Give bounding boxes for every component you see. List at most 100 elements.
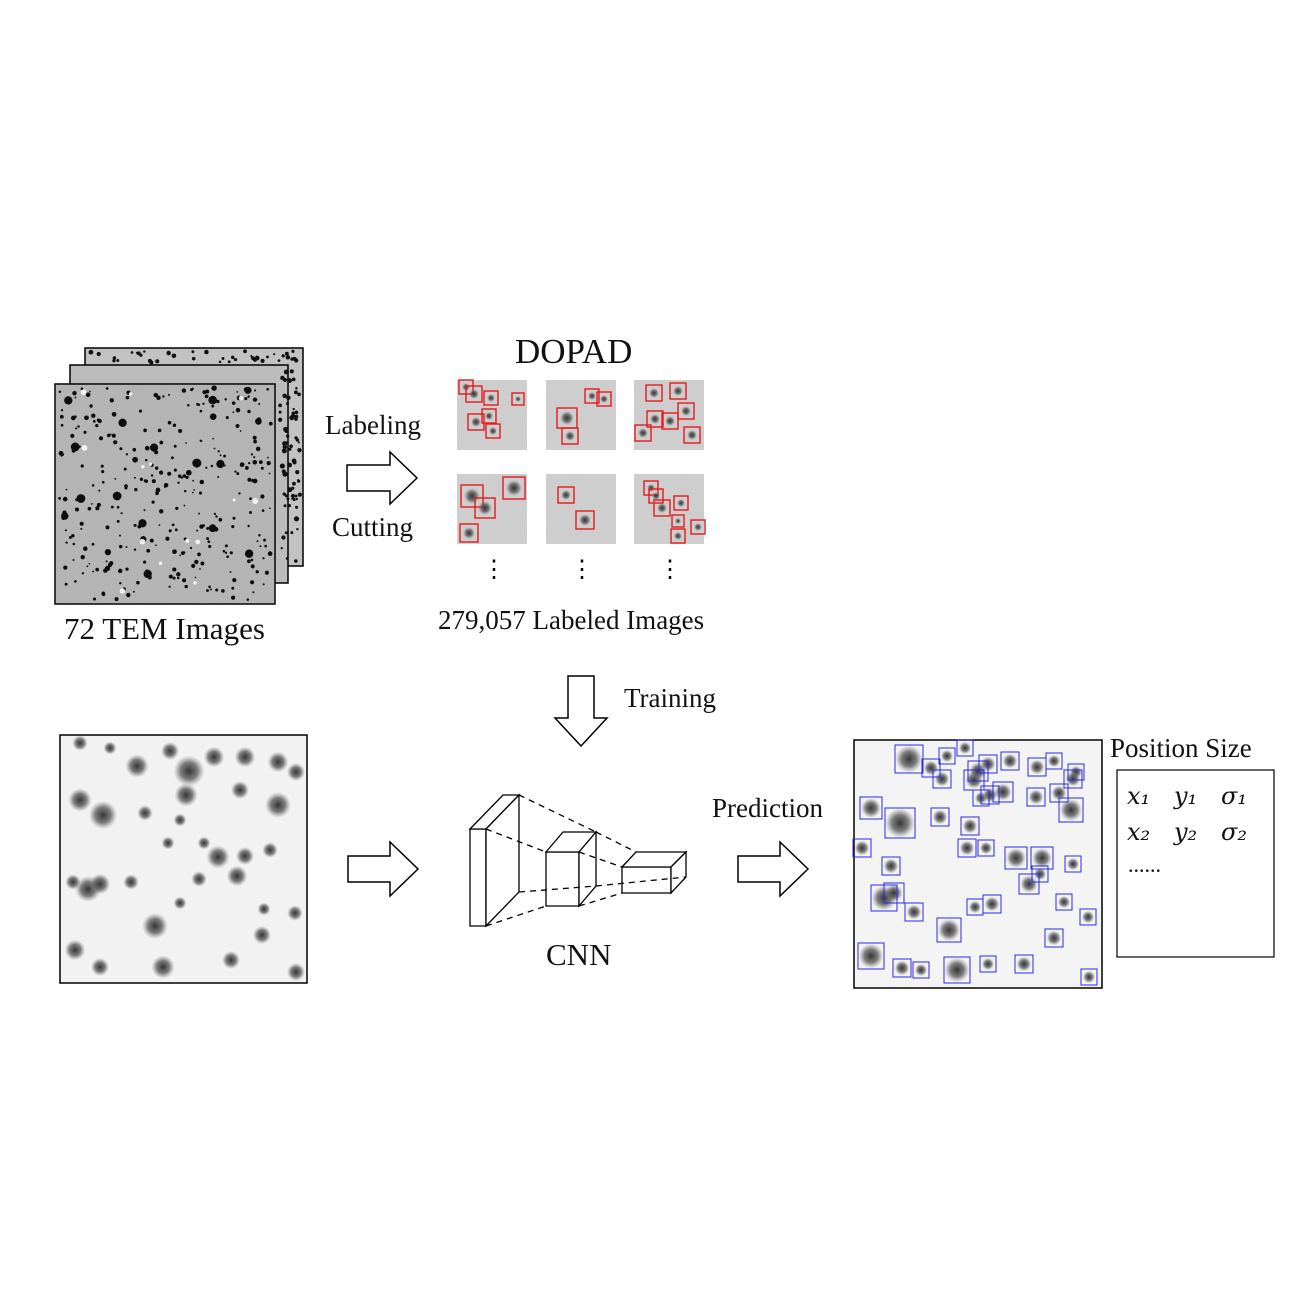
tem-particle bbox=[143, 509, 146, 512]
tem-particle bbox=[101, 470, 105, 474]
tem-particle bbox=[235, 424, 240, 428]
tem-particle bbox=[209, 413, 217, 420]
prediction-box bbox=[982, 894, 1002, 914]
tem-particle bbox=[95, 506, 100, 511]
tem-particle bbox=[264, 544, 268, 548]
tem-particle bbox=[151, 479, 156, 484]
tem-particle bbox=[231, 595, 236, 600]
tem-particle bbox=[252, 397, 258, 402]
tem-particle bbox=[194, 576, 197, 579]
tem-particle bbox=[189, 546, 193, 550]
tem-particle bbox=[217, 450, 220, 453]
label-box bbox=[671, 514, 685, 528]
input-particle bbox=[230, 780, 250, 800]
tem-particle bbox=[292, 407, 295, 411]
tem-particle bbox=[283, 369, 289, 375]
tem-particle bbox=[295, 497, 299, 501]
tem-particle bbox=[118, 418, 127, 427]
tem-particle bbox=[159, 440, 164, 445]
prediction-box bbox=[957, 838, 977, 858]
crop-particle bbox=[588, 392, 596, 400]
tem-particle bbox=[98, 436, 104, 441]
tem-particle bbox=[278, 410, 282, 414]
predicted-particle bbox=[962, 818, 978, 834]
tem-particle bbox=[294, 410, 299, 415]
tem-particle bbox=[285, 402, 290, 406]
tem-particle bbox=[208, 585, 211, 589]
tem-particle bbox=[284, 429, 289, 433]
ellipsis-col-3: ⋮ bbox=[658, 555, 682, 583]
output-row-2-sigma: σ₂ bbox=[1221, 818, 1248, 846]
tem-particle bbox=[296, 479, 301, 483]
tem-particle bbox=[243, 387, 249, 392]
tem-particle bbox=[150, 474, 154, 477]
crop-particle bbox=[677, 499, 685, 507]
tem-particle bbox=[79, 521, 84, 526]
tem-particle bbox=[204, 349, 209, 355]
input-particle bbox=[137, 805, 153, 821]
tem-particle bbox=[72, 559, 75, 561]
tem-particle bbox=[120, 512, 123, 515]
predicted-particle bbox=[885, 884, 903, 902]
tem-particle bbox=[252, 357, 258, 362]
tem-particle bbox=[206, 537, 210, 541]
tem-particle bbox=[217, 476, 220, 478]
label-box bbox=[634, 424, 652, 442]
tem-particle bbox=[205, 389, 210, 394]
crop-particle bbox=[674, 532, 682, 540]
tem-particle bbox=[255, 570, 259, 574]
tem-particle bbox=[196, 402, 200, 406]
tem-particle bbox=[258, 460, 263, 464]
tem-particle bbox=[199, 568, 201, 570]
input-particle bbox=[286, 762, 306, 782]
input-particle bbox=[174, 783, 198, 807]
predicted-particle bbox=[982, 787, 998, 803]
tem-particle bbox=[175, 506, 179, 511]
tem-particle bbox=[218, 517, 223, 522]
tem-particle bbox=[143, 428, 147, 433]
tem-particle bbox=[254, 389, 257, 392]
tem-particle bbox=[216, 399, 220, 404]
input-particle bbox=[160, 741, 180, 761]
prediction-box bbox=[967, 760, 989, 782]
tem-particle bbox=[125, 453, 129, 456]
prediction-label: Prediction bbox=[712, 793, 823, 823]
prediction-box bbox=[883, 882, 905, 904]
tem-particle bbox=[89, 404, 93, 408]
prediction-box bbox=[852, 838, 872, 858]
tem-particle bbox=[58, 497, 61, 500]
prediction-box bbox=[938, 747, 956, 765]
input-particle bbox=[65, 874, 81, 890]
tem-particle bbox=[132, 447, 137, 452]
tem-bright-spot bbox=[148, 462, 153, 466]
tem-particle bbox=[287, 503, 291, 508]
predicted-particle bbox=[1029, 759, 1045, 775]
prediction-box bbox=[1058, 797, 1084, 823]
tem-particle bbox=[283, 504, 287, 508]
tem-particle bbox=[266, 355, 269, 359]
predicted-particle bbox=[1081, 910, 1095, 924]
tem-particle bbox=[260, 358, 265, 363]
predicted-particle bbox=[914, 963, 928, 977]
tem-particle bbox=[133, 548, 137, 551]
tem-particle bbox=[284, 351, 289, 356]
tem-particle bbox=[196, 529, 199, 532]
tem-particle bbox=[251, 478, 255, 483]
output-row-1-x: x₁ bbox=[1127, 782, 1151, 810]
tem-particle bbox=[64, 529, 67, 532]
tem-stack-label: 72 TEM Images bbox=[64, 611, 265, 646]
tem-particle bbox=[211, 385, 217, 391]
dopad-crop bbox=[546, 474, 616, 544]
prediction-box bbox=[943, 956, 971, 984]
tem-particle bbox=[224, 544, 228, 548]
tem-particle bbox=[80, 527, 83, 530]
tem-particle bbox=[253, 456, 256, 459]
label-box bbox=[481, 408, 497, 424]
predicted-particle bbox=[1057, 895, 1071, 909]
tem-particle bbox=[114, 477, 117, 480]
tem-particle bbox=[262, 583, 265, 586]
prediction-box bbox=[884, 807, 916, 839]
tem-particle bbox=[259, 545, 262, 548]
tem-particle bbox=[111, 411, 117, 417]
